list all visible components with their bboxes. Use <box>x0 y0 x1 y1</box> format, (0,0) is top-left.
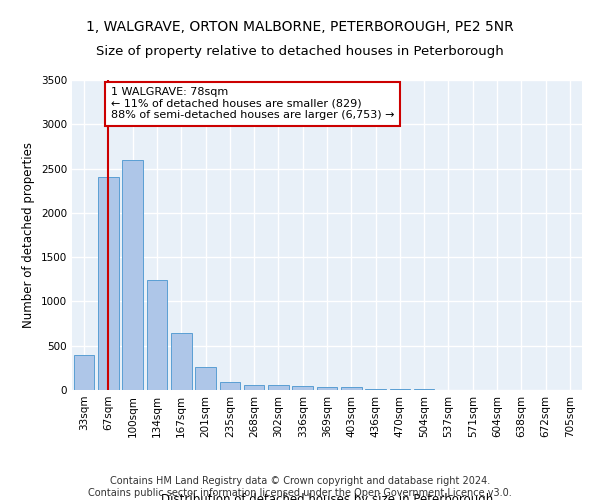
Bar <box>122 160 143 390</box>
Text: 1, WALGRAVE, ORTON MALBORNE, PETERBOROUGH, PE2 5NR: 1, WALGRAVE, ORTON MALBORNE, PETERBOROUG… <box>86 20 514 34</box>
Bar <box>244 384 265 390</box>
Bar <box>220 382 240 390</box>
Bar <box>74 356 94 390</box>
Bar <box>195 367 216 390</box>
Bar <box>268 385 289 390</box>
Bar <box>146 280 167 390</box>
Bar <box>365 388 386 390</box>
Text: Size of property relative to detached houses in Peterborough: Size of property relative to detached ho… <box>96 45 504 58</box>
Bar <box>98 176 119 390</box>
Bar <box>389 389 410 390</box>
X-axis label: Distribution of detached houses by size in Peterborough: Distribution of detached houses by size … <box>161 492 493 500</box>
Bar <box>317 387 337 390</box>
Text: 1 WALGRAVE: 78sqm
← 11% of detached houses are smaller (829)
88% of semi-detache: 1 WALGRAVE: 78sqm ← 11% of detached hous… <box>111 87 394 120</box>
Y-axis label: Number of detached properties: Number of detached properties <box>22 142 35 328</box>
Bar <box>292 386 313 390</box>
Text: Contains HM Land Registry data © Crown copyright and database right 2024.
Contai: Contains HM Land Registry data © Crown c… <box>88 476 512 498</box>
Bar <box>341 388 362 390</box>
Bar <box>171 334 191 390</box>
